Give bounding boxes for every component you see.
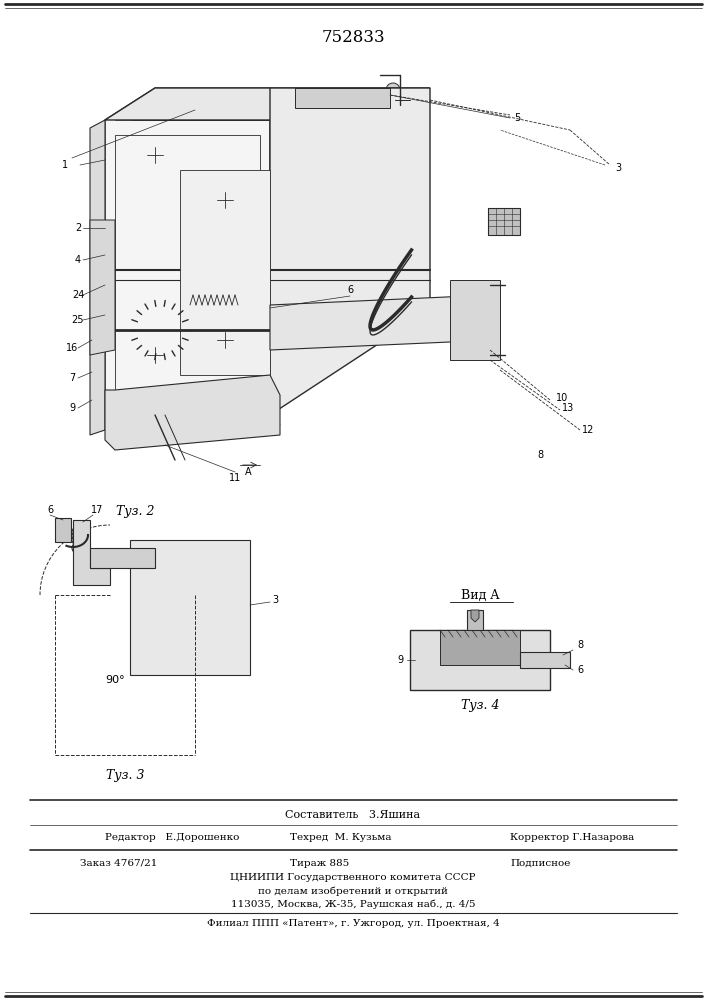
Text: 25: 25 <box>71 315 84 325</box>
Polygon shape <box>90 120 105 435</box>
Text: ЦНИИПИ Государственного комитета СССР: ЦНИИПИ Государственного комитета СССР <box>230 874 476 882</box>
Text: Τуз. 2: Τуз. 2 <box>116 506 154 518</box>
Polygon shape <box>105 415 280 442</box>
Circle shape <box>470 335 480 345</box>
Polygon shape <box>105 88 270 430</box>
Circle shape <box>386 83 400 97</box>
Text: Редактор   Е.Дорошенко: Редактор Е.Дорошенко <box>105 834 240 842</box>
Text: 5: 5 <box>514 113 520 123</box>
Text: 10: 10 <box>556 393 568 403</box>
Circle shape <box>152 322 168 338</box>
Text: A: A <box>245 467 251 477</box>
Text: Заказ 4767/21: Заказ 4767/21 <box>80 858 158 867</box>
Polygon shape <box>270 295 495 350</box>
Polygon shape <box>410 630 550 690</box>
Polygon shape <box>90 220 115 355</box>
Polygon shape <box>520 652 570 668</box>
Polygon shape <box>440 630 520 665</box>
Text: 8: 8 <box>537 450 543 460</box>
Text: Филиал ППП «Патент», г. Ужгород, ул. Проектная, 4: Филиал ППП «Патент», г. Ужгород, ул. Про… <box>206 920 499 928</box>
Text: 752833: 752833 <box>321 29 385 46</box>
Text: Составитель   3.Яшина: Составитель 3.Яшина <box>286 810 421 820</box>
Polygon shape <box>471 610 479 622</box>
Polygon shape <box>270 88 430 415</box>
Polygon shape <box>105 88 430 120</box>
Polygon shape <box>180 170 270 375</box>
Text: 11: 11 <box>229 473 241 483</box>
Polygon shape <box>295 88 390 108</box>
Polygon shape <box>450 280 500 360</box>
Text: 6: 6 <box>577 665 583 675</box>
Text: 13: 13 <box>562 403 574 413</box>
Text: Τуз. 4: Τуз. 4 <box>461 698 499 712</box>
Text: 3: 3 <box>615 163 621 173</box>
Text: Тираж 885: Тираж 885 <box>290 858 349 867</box>
Text: Техред  М. Кузьма: Техред М. Кузьма <box>290 834 392 842</box>
Text: 90°: 90° <box>105 675 125 685</box>
Circle shape <box>557 654 569 666</box>
Text: 7: 7 <box>69 373 75 383</box>
Circle shape <box>470 295 480 305</box>
Text: 113035, Москва, Ж-35, Раушская наб., д. 4/5: 113035, Москва, Ж-35, Раушская наб., д. … <box>230 899 475 909</box>
Polygon shape <box>73 520 110 585</box>
Circle shape <box>97 325 107 335</box>
Circle shape <box>200 295 210 305</box>
Text: 4: 4 <box>75 255 81 265</box>
Circle shape <box>97 235 107 245</box>
Text: по делам изобретений и открытий: по делам изобретений и открытий <box>258 886 448 896</box>
Polygon shape <box>90 548 155 568</box>
Text: 9: 9 <box>69 403 75 413</box>
Text: 24: 24 <box>72 290 84 300</box>
Text: 1: 1 <box>62 160 68 170</box>
Polygon shape <box>105 375 280 450</box>
Text: 3: 3 <box>272 595 278 605</box>
Text: 6: 6 <box>347 285 353 295</box>
Polygon shape <box>467 610 483 630</box>
Text: Τуз. 3: Τуз. 3 <box>106 768 144 782</box>
Text: Корректор Г.Назарова: Корректор Г.Назарова <box>510 834 634 842</box>
Text: 2: 2 <box>75 223 81 233</box>
Circle shape <box>130 295 140 305</box>
Text: 17: 17 <box>90 505 103 515</box>
Text: 9: 9 <box>397 655 403 665</box>
Text: 8: 8 <box>577 640 583 650</box>
Text: 6: 6 <box>47 505 53 515</box>
Text: 12: 12 <box>582 425 594 435</box>
Polygon shape <box>488 208 520 235</box>
Polygon shape <box>55 518 71 542</box>
Polygon shape <box>130 540 250 675</box>
Text: 16: 16 <box>66 343 78 353</box>
Text: Подписное: Подписное <box>510 858 571 867</box>
Text: Вид A: Вид A <box>461 588 499 601</box>
